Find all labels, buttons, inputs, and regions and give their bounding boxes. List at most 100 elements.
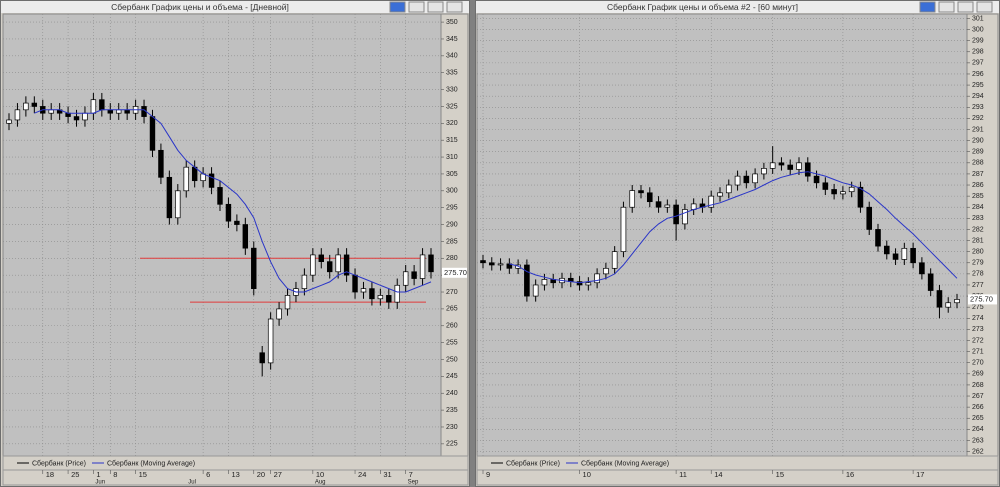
y-tick-label: 289	[972, 149, 984, 156]
y-tick-label: 305	[446, 171, 458, 178]
candle-body	[301, 274, 308, 289]
candle-body	[655, 201, 662, 208]
y-tick-label: 230	[446, 424, 458, 431]
y-tick-label: 297	[972, 60, 984, 67]
candle-body	[158, 149, 164, 178]
moving-average-line	[34, 109, 432, 293]
y-tick-label: 283	[972, 215, 984, 222]
price-axis	[966, 13, 999, 457]
legend-entry: Сбербанк (Price)	[32, 459, 86, 467]
y-tick-label: 269	[972, 371, 984, 378]
candle-body	[532, 284, 539, 297]
candle-body	[761, 168, 767, 175]
candle-body	[620, 206, 627, 253]
candle-body	[638, 190, 644, 194]
candle-body	[183, 166, 189, 192]
candle-body	[251, 247, 257, 289]
x-tick-label: 11	[679, 470, 687, 479]
y-tick-label: 299	[972, 37, 984, 44]
legend-entry: Сбербанк (Price)	[506, 459, 560, 467]
x-tick-label: 15	[139, 470, 147, 479]
window-button[interactable]	[446, 1, 463, 13]
pin-button[interactable]	[389, 1, 406, 13]
month-label: Aug	[315, 480, 326, 486]
candle-body	[267, 318, 274, 364]
candle-body	[48, 109, 54, 114]
x-tick-label: 20	[257, 470, 265, 479]
candle-body	[14, 109, 21, 121]
candle-body	[673, 204, 679, 225]
candle-body	[175, 190, 181, 219]
x-tick-label: 10	[583, 470, 591, 479]
candle-body	[31, 102, 38, 107]
candle-body	[708, 195, 715, 208]
y-tick-label: 262	[972, 448, 984, 455]
candle-body	[166, 176, 173, 219]
y-tick-label: 287	[972, 171, 984, 178]
candle-body	[327, 261, 333, 273]
candle-body	[611, 251, 618, 269]
candle-body	[377, 295, 384, 300]
y-tick-label: 271	[972, 348, 984, 355]
window-button[interactable]	[976, 1, 993, 13]
candle-body	[82, 112, 88, 121]
y-tick-label: 300	[446, 188, 458, 195]
y-tick-label: 285	[972, 193, 984, 200]
candle-body	[225, 203, 232, 222]
candle-body	[217, 187, 223, 205]
y-tick-label: 310	[446, 154, 458, 161]
candle-body	[796, 162, 802, 170]
pin-button[interactable]	[919, 1, 936, 13]
y-tick-label: 225	[446, 441, 458, 448]
candle-body	[945, 302, 952, 308]
y-tick-label: 291	[972, 126, 984, 133]
x-tick-label: 13	[231, 470, 239, 479]
candle-body	[936, 290, 943, 308]
x-tick-label: 31	[383, 470, 391, 479]
y-tick-label: 294	[972, 93, 984, 100]
y-tick-label: 285	[446, 238, 458, 245]
month-label: Jul	[188, 480, 196, 486]
title-bar	[1, 1, 469, 13]
window-button[interactable]	[938, 1, 955, 13]
y-tick-label: 265	[972, 415, 984, 422]
window-button[interactable]	[957, 1, 974, 13]
y-tick-label: 255	[446, 339, 458, 346]
y-tick-label: 284	[972, 204, 984, 211]
candle-body	[541, 279, 548, 286]
candle-body	[629, 190, 636, 208]
y-tick-label: 266	[972, 404, 984, 411]
y-tick-label: 345	[446, 36, 458, 43]
legend-entry: Сбербанк (Moving Average)	[107, 459, 195, 467]
time-axis	[476, 469, 999, 486]
candle-body	[149, 116, 156, 151]
candle-body	[743, 175, 750, 184]
y-tick-label: 240	[446, 390, 458, 397]
candle-body	[927, 273, 934, 291]
window-button[interactable]	[408, 1, 425, 13]
candle-body	[524, 264, 530, 297]
x-tick-label: 14	[714, 470, 722, 479]
y-tick-label: 268	[972, 382, 984, 389]
x-tick-label: 9	[486, 470, 490, 479]
candle-body	[402, 271, 409, 286]
candle-body	[480, 260, 486, 264]
plot-area	[476, 13, 968, 457]
last-price-box	[442, 267, 467, 278]
window-button[interactable]	[427, 1, 444, 13]
y-tick-label: 315	[446, 137, 458, 144]
x-tick-label: 10	[316, 470, 324, 479]
candle-body	[497, 263, 504, 266]
y-tick-label: 295	[972, 82, 984, 89]
candle-body	[910, 247, 916, 264]
x-tick-label: 17	[916, 470, 924, 479]
candle-body	[778, 162, 785, 166]
candle-body	[191, 166, 198, 182]
candle-body	[822, 182, 829, 190]
x-tick-label: 7	[409, 470, 413, 479]
candle-body	[99, 99, 105, 111]
candle-body	[65, 112, 71, 117]
candle-body	[90, 99, 97, 114]
y-tick-label: 320	[446, 120, 458, 127]
